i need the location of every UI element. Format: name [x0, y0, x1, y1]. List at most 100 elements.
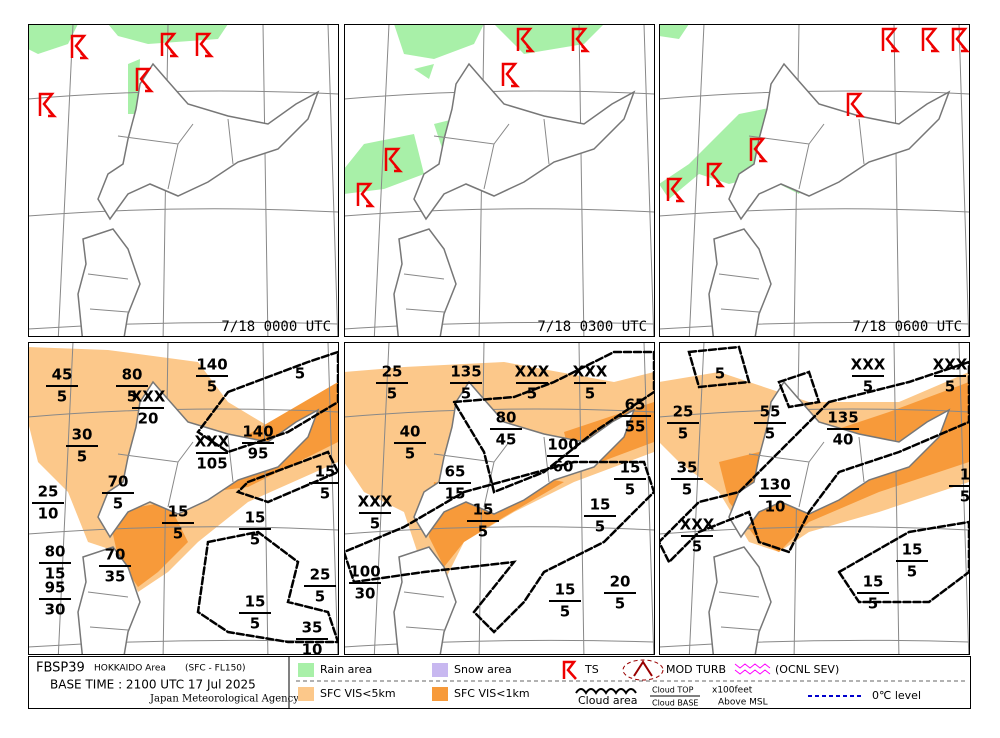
cloud-base: 5: [315, 588, 325, 606]
footer-box: [28, 656, 971, 709]
cloud-base: 5: [173, 525, 183, 543]
cloud-base: 30: [355, 585, 376, 603]
ts-symbol: [160, 32, 180, 58]
legend-label: Rain area: [320, 663, 372, 676]
cloud-base: 5: [127, 388, 137, 406]
layer: (SFC - FL150): [185, 664, 246, 674]
cloud-base: 35: [105, 568, 126, 586]
cloud-top: 95: [45, 579, 66, 597]
legend: FBSP39 HOKKAIDO Area (SFC - FL150) BASE TIM…: [28, 656, 971, 709]
panel-border: [659, 24, 970, 337]
legend-label: SFC VIS<5km: [320, 687, 396, 700]
cloud-top: 15: [315, 463, 336, 481]
cloud-top: 65: [445, 463, 466, 481]
ts-symbol: [666, 177, 686, 203]
cloud-top: 15: [863, 573, 884, 591]
cloud-base: 5: [625, 481, 635, 499]
cloud-icon: [575, 688, 637, 695]
cloud-top: XXX: [680, 516, 715, 534]
cloud-base: 5: [113, 495, 123, 513]
ts-symbol: [38, 92, 58, 118]
ts-icon: [562, 660, 577, 680]
cloud-top: 15: [245, 593, 266, 611]
base-time: BASE TIME : 2100 UTC 17 Jul 2025: [50, 678, 256, 692]
legend-label: Above MSL: [718, 698, 768, 708]
valid-time: 7/18 0000 UTC: [221, 319, 331, 335]
cloud-base: 5: [585, 385, 595, 403]
cloud-top: 140: [196, 356, 227, 374]
cloud-top: 35: [302, 619, 323, 637]
legend-label: TS: [584, 663, 599, 676]
legend-label: Cloud area: [578, 694, 637, 707]
cloud-top: 15: [245, 509, 266, 527]
cloud-base: 10: [38, 505, 59, 523]
swatch: [298, 687, 314, 701]
cloud-top: 80: [496, 409, 517, 427]
cloud-base: 105: [196, 455, 227, 473]
cloud-base: 10: [302, 641, 323, 659]
cloud-top: XXX: [131, 388, 166, 406]
cloud-base: 5: [320, 485, 330, 503]
panel-border: [344, 342, 655, 655]
cloud-top: 1: [960, 466, 970, 484]
cloud-top: 100: [547, 436, 578, 454]
panel-border: [28, 342, 339, 655]
legend-label: 0℃ level: [872, 689, 921, 702]
cloud-base: 20: [138, 410, 159, 428]
swatch: [432, 687, 448, 701]
ts-symbol: [501, 62, 521, 88]
ts-symbol: [846, 92, 866, 118]
panel-border: [344, 24, 655, 337]
cloud-base: 5: [250, 615, 260, 633]
cloud-base: 10: [765, 498, 786, 516]
turb-mark: [633, 660, 653, 677]
ts-symbol: [921, 27, 941, 53]
rain-area: [344, 24, 604, 194]
cloud-top: 15: [902, 541, 923, 559]
cloud-base: 5: [868, 595, 878, 613]
ts-symbol: [951, 27, 970, 53]
cloud-base: 5: [907, 563, 917, 581]
cloud-base: 5: [57, 388, 67, 406]
cloud-top: XXX: [515, 363, 550, 381]
cloud-base: 55: [625, 418, 646, 436]
cloud-base: 15: [445, 485, 466, 503]
legend-label: Cloud BASE: [652, 699, 699, 708]
cloud-base: 5: [692, 538, 702, 556]
legend-label: Cloud TOP: [652, 686, 694, 695]
cloud-top: 15: [620, 459, 641, 477]
cloud-base: 5: [945, 378, 955, 396]
cloud-base: 5: [77, 448, 87, 466]
legend-label: x100feet: [712, 686, 753, 696]
panel-border: [659, 342, 970, 655]
ts-symbol: [706, 162, 726, 188]
cloud-base: 5: [461, 385, 471, 403]
cloud-top: 15: [555, 581, 576, 599]
cloud-base: 5: [715, 365, 725, 383]
swatch: [298, 663, 314, 677]
map-panel: 7/18 0600 UTC: [659, 24, 970, 337]
cloud-base: 5: [478, 523, 488, 541]
cloud-top: XXX: [358, 493, 393, 511]
cloud-base: 5: [595, 518, 605, 536]
cloud-top: XXX: [573, 363, 608, 381]
cloud-top: 40: [400, 423, 421, 441]
cloud-top: 25: [673, 403, 694, 421]
cloud-top: 100: [349, 563, 380, 581]
cloud-top: 70: [105, 546, 126, 564]
cloud-top: 135: [450, 363, 481, 381]
legend-label: (OCNL SEV): [775, 663, 839, 676]
legend-label: MOD TURB: [666, 663, 726, 676]
cloud-top: 15: [473, 501, 494, 519]
ts-symbol: [881, 27, 901, 53]
legend-label: SFC VIS<1km: [454, 687, 530, 700]
cloud-top: 15: [168, 503, 189, 521]
cloud-base: 5: [527, 385, 537, 403]
cloud-top: 55: [760, 403, 781, 421]
cloud-base: 5: [863, 378, 873, 396]
cloud-base: 5: [682, 481, 692, 499]
cloud-top: 65: [625, 396, 646, 414]
cloud-base: 30: [45, 601, 66, 619]
